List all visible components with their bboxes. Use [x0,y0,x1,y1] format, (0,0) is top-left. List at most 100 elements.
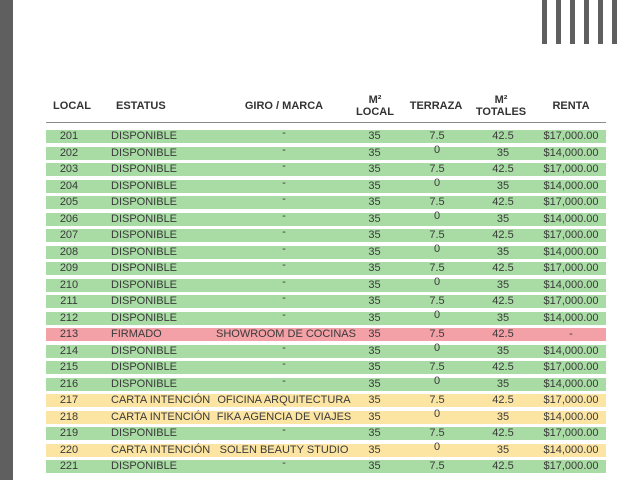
cell-giro: - [282,143,286,156]
cell-renta: $14,000.00 [543,146,599,159]
cell-local: 213 [59,328,79,340]
table-row: 215 DISPONIBLE - 35 7.5 42.5 $17,000.00 [46,358,606,374]
cell-status: DISPONIBLE [111,130,178,142]
cell-local: 218 [59,410,79,423]
cell-m2-totales: 35 [496,179,510,192]
cell-m2-totales: 42.5 [492,163,514,175]
cell-terraza: 7.5 [429,394,445,406]
table-row: 212 DISPONIBLE - 35 0 35 $14,000.00 [46,308,606,325]
table-row: 211 DISPONIBLE - 35 7.5 42.5 $17,000.00 [46,292,606,308]
cell-status: DISPONIBLE [111,460,178,472]
cell-renta: $14,000.00 [543,245,599,258]
stripe [612,0,617,44]
cell-local: 208 [59,245,79,258]
cell-m2-local: 35 [368,196,381,208]
cell-m2-totales: 42.5 [492,130,514,142]
cell-renta: $14,000.00 [543,443,599,456]
table-row: 210 DISPONIBLE - 35 0 35 $14,000.00 [46,275,606,292]
cell-renta: $17,000.00 [543,361,599,373]
cell-local: 203 [59,163,79,175]
cell-status: DISPONIBLE [111,295,178,307]
cell-renta: $14,000.00 [543,377,599,390]
cell-m2-local: 35 [368,295,381,307]
cell-status: DISPONIBLE [111,212,178,225]
cell-status: DISPONIBLE [111,278,178,291]
cell-m2-local: 35 [368,262,381,274]
cell-terraza: 7.5 [429,229,445,241]
header-m2-local-line1: M² [368,94,382,106]
table-row: 204 DISPONIBLE - 35 0 35 $14,000.00 [46,176,606,193]
cell-m2-totales: 35 [496,278,510,291]
cell-giro: - [282,457,286,469]
cell-renta: $17,000.00 [543,130,599,142]
cell-m2-totales: 35 [496,245,510,258]
cell-renta: $17,000.00 [543,196,599,208]
stripe [556,0,561,44]
cell-local: 214 [59,344,79,357]
cell-renta: $17,000.00 [543,229,599,241]
table-body: 201 DISPONIBLE - 35 7.5 42.5 $17,000.00 202 DISP… [46,127,606,477]
cell-m2-local: 35 [368,427,381,439]
cell-m2-local: 35 [368,344,381,357]
cell-m2-totales: 42.5 [492,229,514,241]
cell-m2-local: 35 [368,278,381,291]
cell-renta: $14,000.00 [543,179,599,192]
cell-giro: - [282,242,286,255]
cell-terraza: 7.5 [429,163,445,175]
cell-terraza: 7.5 [429,361,445,373]
cell-m2-local: 35 [368,146,381,159]
cell-m2-totales: 35 [496,311,510,324]
cell-terraza: 0 [433,308,441,321]
cell-local: 212 [59,311,79,324]
header-m2-totales-line1: M² [494,94,508,106]
table-row: 214 DISPONIBLE - 35 0 35 $14,000.00 [46,342,606,358]
cell-status: DISPONIBLE [111,163,178,175]
cell-m2-totales: 42.5 [492,460,514,472]
table-row: 209 DISPONIBLE - 35 7.5 42.5 $17,000.00 [46,259,606,275]
header-renta: RENTA [552,100,590,112]
cell-giro: FIKA AGENCIA DE VIAJES [216,410,352,423]
cell-giro: - [282,275,286,288]
cell-terraza: 7.5 [429,295,445,307]
cell-giro: - [282,374,286,387]
cell-status: DISPONIBLE [111,377,178,390]
cell-terraza: 7.5 [429,328,445,340]
cell-terraza: 7.5 [429,262,445,274]
cell-m2-totales: 42.5 [492,394,514,406]
cell-renta: $14,000.00 [543,410,599,423]
cell-m2-local: 35 [368,377,381,390]
cell-renta: $14,000.00 [543,212,599,225]
cell-m2-totales: 42.5 [492,262,514,274]
table-row: 219 DISPONIBLE - 35 7.5 42.5 $17,000.00 [46,424,606,440]
stripe [570,0,575,44]
cell-m2-totales: 35 [496,410,510,423]
cell-giro: - [282,424,286,436]
cell-terraza: 0 [433,209,441,222]
cell-renta: $17,000.00 [543,394,599,406]
cell-status: DISPONIBLE [111,361,178,373]
cell-giro: SHOWROOM DE COCINAS [216,328,356,340]
header-m2-totales-line2: TOTALES [475,106,527,118]
cell-renta: $14,000.00 [543,344,599,357]
cell-local: 211 [60,295,78,307]
cell-status: CARTA INTENCIÓN [111,394,211,406]
cell-renta: $17,000.00 [543,163,599,175]
cell-renta: $17,000.00 [543,262,599,274]
cell-giro: - [282,358,286,370]
cell-local: 205 [59,196,79,208]
cell-terraza: 0 [433,374,441,387]
cell-status: DISPONIBLE [111,262,178,274]
header-giro: GIRO / MARCA [244,100,324,112]
table-row: 220 CARTA INTENCIÓN SOLEN BEAUTY STUDIO 35 0… [46,441,606,457]
cell-m2-totales: 42.5 [492,361,514,373]
stripes-decoration [542,0,617,44]
table-header: LOCAL ESTATUS GIRO / MARCA M² LOCAL TERR… [46,92,606,122]
cell-local: 209 [59,262,79,274]
cell-giro: - [282,292,286,304]
cell-m2-totales: 42.5 [492,295,514,307]
header-estatus: ESTATUS [116,100,166,112]
cell-status: CARTA INTENCIÓN [111,410,211,423]
cell-terraza: 7.5 [429,130,445,142]
cell-m2-totales: 35 [496,212,510,225]
cell-giro: - [282,176,286,189]
